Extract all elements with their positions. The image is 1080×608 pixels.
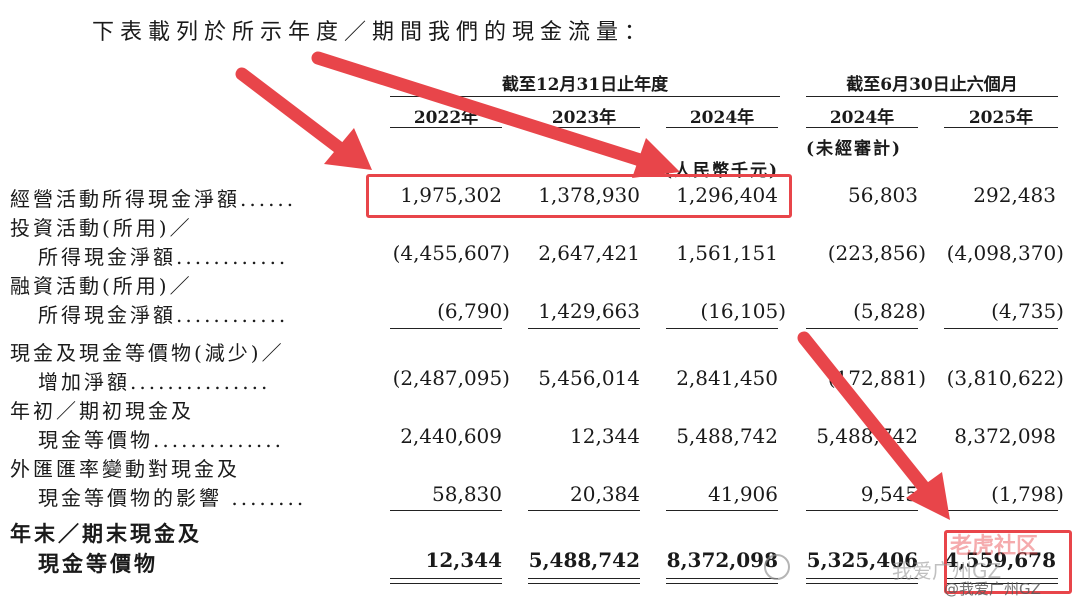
year-rule <box>666 127 778 128</box>
highlight-box-operating <box>366 174 792 218</box>
row-label: 現金等價物.............. <box>38 428 285 452</box>
year-2022: 2022年 <box>413 108 479 128</box>
cell-value: (5,828) <box>853 299 926 323</box>
row-label: 所得現金淨額............ <box>38 245 289 269</box>
year-rule <box>806 127 918 128</box>
cell-value: 56,803 <box>848 183 918 207</box>
total-double-rule <box>806 578 918 584</box>
cell-value: 1,296,404 <box>676 183 778 207</box>
header-annual-rule <box>390 96 780 97</box>
cell-value: (6,790) <box>437 299 510 323</box>
header-annual: 截至12月31日止年度 <box>501 75 669 95</box>
year-rule <box>944 127 1058 128</box>
cell-value: 5,488,742 <box>676 424 778 448</box>
cell-value: 58,830 <box>432 482 502 506</box>
subtotal-rule <box>390 510 502 511</box>
row-label: 所得現金淨額............ <box>38 303 289 327</box>
cell-value-total: 5,488,742 <box>528 548 640 572</box>
subtotal-rule <box>806 510 918 511</box>
subtotal-rule <box>390 328 502 329</box>
cell-value: 1,429,663 <box>538 299 640 323</box>
watermark-brand: 老虎社区 <box>950 534 1039 559</box>
cell-value: 2,841,450 <box>676 366 778 390</box>
row-label: 融資活動(所用)／ <box>10 274 193 298</box>
cell-value-total: 12,344 <box>425 548 502 572</box>
cell-value-total: 8,372,098 <box>666 548 778 572</box>
row-label: 年初／期初現金及 <box>10 399 194 423</box>
cell-value: (223,856) <box>827 241 926 265</box>
cell-value: (3,810,622) <box>946 366 1064 390</box>
total-double-rule <box>390 578 502 584</box>
cell-value: 2,440,609 <box>400 424 502 448</box>
cell-value-total: 4,559,678 <box>944 548 1056 572</box>
cell-value: 292,483 <box>973 183 1056 207</box>
cell-value: (16,105) <box>700 299 786 323</box>
cell-value: 5,488,742 <box>816 424 918 448</box>
cell-value: (4,098,370) <box>946 241 1064 265</box>
total-double-rule <box>528 578 640 584</box>
cell-value: 8,372,098 <box>954 424 1056 448</box>
cell-value: 2,647,421 <box>538 241 640 265</box>
cell-value: 41,906 <box>708 482 778 506</box>
year-2024-interim: 2024年 <box>829 108 895 128</box>
cell-value: 9,545 <box>860 482 918 506</box>
cell-value: (1,798) <box>991 482 1064 506</box>
year-2024: 2024年 <box>689 108 755 128</box>
subtotal-rule <box>944 328 1058 329</box>
year-rule <box>528 127 640 128</box>
total-double-rule <box>666 578 778 584</box>
row-label: 投資活動(所用)／ <box>10 216 193 240</box>
cell-value: (2,487,095) <box>392 366 510 390</box>
row-label: 增加淨額............... <box>38 370 271 394</box>
subtotal-rule <box>528 328 640 329</box>
header-interim-rule <box>806 96 1058 97</box>
row-label: 外匯匯率變動對現金及 <box>10 457 240 481</box>
header-interim: 截至6月30日止六個月 <box>846 75 1018 95</box>
cell-value: 20,384 <box>570 482 640 506</box>
cell-value: 12,344 <box>570 424 640 448</box>
row-label: 現金及現金等價物(減少)／ <box>10 341 285 365</box>
intro-text: 下表載列於所示年度／期間我們的現金流量： <box>92 20 653 45</box>
cell-value: (4,735) <box>991 299 1064 323</box>
year-rule <box>390 127 502 128</box>
total-double-rule <box>944 578 1058 584</box>
year-2023: 2023年 <box>551 108 617 128</box>
subtotal-rule <box>944 510 1058 511</box>
row-label: 現金等價物的影響 ........ <box>38 486 307 510</box>
highlight-box-ending-cash <box>944 530 1072 594</box>
cell-value: 1,378,930 <box>538 183 640 207</box>
unaudited-note: (未經審計) <box>806 139 903 159</box>
subtotal-rule <box>528 510 640 511</box>
row-label: 經營活動所得現金淨額...... <box>10 187 297 211</box>
year-2025-interim: 2025年 <box>968 108 1034 128</box>
cell-value: 5,456,014 <box>538 366 640 390</box>
watermark-logo-icon <box>764 554 790 580</box>
cell-value: 1,975,302 <box>400 183 502 207</box>
subtotal-rule <box>666 328 778 329</box>
subtotal-rule <box>666 510 778 511</box>
row-label-total: 現金等價物 <box>38 551 158 576</box>
cell-value-total: 5,325,406 <box>806 548 918 572</box>
cell-value: 1,561,151 <box>676 241 778 265</box>
watermark-text: 我爱广州GZ <box>892 559 1002 583</box>
cell-value: (4,455,607) <box>392 241 510 265</box>
subtotal-rule <box>806 328 918 329</box>
watermark-handle: @我爱广州GZ <box>944 580 1041 598</box>
row-label-total: 年末／期末現金及 <box>10 521 202 546</box>
